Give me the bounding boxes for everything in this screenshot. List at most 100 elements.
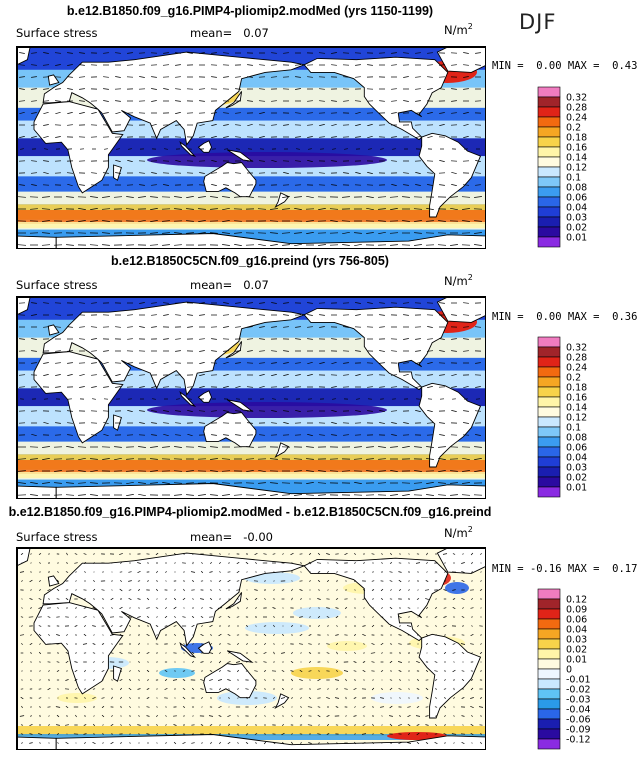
stress-vector <box>327 688 329 690</box>
stress-vector <box>331 123 337 127</box>
stress-vector <box>403 373 409 377</box>
stress-vector <box>259 385 265 389</box>
stress-vector <box>353 724 357 726</box>
stress-vector <box>271 410 277 412</box>
stress-vector <box>30 494 38 496</box>
stress-vector <box>255 625 257 627</box>
stress-vector <box>380 688 384 690</box>
stress-vector <box>39 562 41 564</box>
stress-vector <box>78 76 86 78</box>
stress-vector <box>246 580 248 582</box>
stress-vector <box>414 446 422 448</box>
stress-vector <box>331 160 337 162</box>
stress-vector <box>408 589 410 591</box>
stress-vector <box>416 679 420 681</box>
stress-vector <box>380 148 384 150</box>
stress-vector <box>259 350 265 352</box>
stress-vector <box>299 562 303 564</box>
panel-3-max-value: 0.17 <box>612 563 638 575</box>
stress-vector <box>331 410 337 412</box>
stress-vector <box>19 386 25 388</box>
stress-vector <box>147 661 149 663</box>
stress-vector <box>246 661 248 663</box>
stress-vector <box>74 562 78 564</box>
stress-vector <box>74 669 78 673</box>
stress-vector <box>79 184 85 186</box>
stress-vector <box>263 741 267 745</box>
colorbar-swatch <box>537 216 561 228</box>
stress-vector <box>103 433 109 437</box>
stress-vector <box>283 124 289 126</box>
stress-vector <box>425 715 429 717</box>
stress-vector <box>192 598 194 600</box>
stress-vector <box>295 112 301 114</box>
stress-vector <box>363 607 365 609</box>
panel-3-field-label: Surface stress <box>16 530 98 544</box>
land-borneo <box>197 641 212 654</box>
stress-vector <box>44 148 48 150</box>
stress-vector <box>175 124 181 126</box>
stress-vector <box>30 652 32 654</box>
stress-vector <box>74 553 78 555</box>
stress-vector <box>356 398 360 400</box>
stress-vector <box>425 633 429 637</box>
stress-vector <box>407 723 411 727</box>
stress-vector <box>424 589 430 591</box>
stress-vector <box>342 244 350 246</box>
stress-vector <box>390 244 398 246</box>
stress-vector <box>317 616 321 618</box>
stress-vector <box>111 607 113 609</box>
stress-vector <box>439 112 445 114</box>
stress-vector <box>137 670 141 672</box>
stress-vector <box>380 697 384 699</box>
stress-vector <box>91 172 97 174</box>
stress-vector <box>391 88 397 90</box>
stress-vector <box>479 553 483 555</box>
stress-vector <box>39 589 41 591</box>
stress-vector <box>270 232 278 234</box>
stress-vector <box>199 314 205 316</box>
stress-vector <box>29 579 33 583</box>
stress-vector <box>19 715 25 717</box>
stress-vector <box>192 687 194 691</box>
stress-vector <box>439 124 445 126</box>
stress-vector <box>258 100 266 102</box>
stress-vector <box>270 494 278 496</box>
stress-vector <box>146 607 150 609</box>
stress-vector <box>209 571 213 573</box>
stress-vector <box>218 643 222 645</box>
stress-vector <box>227 670 231 672</box>
colorbar-swatch <box>537 456 561 468</box>
stress-vector <box>399 697 401 699</box>
stress-vector <box>307 314 313 316</box>
stress-vector <box>345 643 347 645</box>
land-africa <box>33 101 124 194</box>
stress-vector <box>317 580 321 582</box>
stress-vector <box>137 724 141 726</box>
stress-vector <box>308 742 312 744</box>
stress-vector <box>173 732 177 736</box>
stress-vector <box>236 570 240 574</box>
stress-vector <box>452 652 456 654</box>
stress-vector <box>75 652 77 654</box>
stress-vector <box>366 458 374 460</box>
stress-vector <box>90 469 98 473</box>
colorbar-swatch <box>537 86 561 98</box>
stress-vector <box>452 697 456 699</box>
stress-vector <box>294 243 302 247</box>
colorbar-tick-label: -0.01 <box>566 675 591 686</box>
stress-vector <box>155 580 159 582</box>
stress-vector <box>211 52 217 54</box>
panel-1-mean-label: mean= <box>190 26 233 40</box>
stress-vector <box>79 112 85 114</box>
stress-vector <box>155 552 159 556</box>
stress-vector <box>326 553 330 555</box>
colorbar-swatch <box>537 698 561 710</box>
stress-vector <box>102 742 104 744</box>
stress-vector <box>66 196 74 198</box>
stress-vector <box>355 172 361 174</box>
stress-vector <box>175 76 181 78</box>
stress-vector <box>300 706 302 708</box>
land-borneo <box>197 390 212 403</box>
colorbar-swatch <box>537 396 561 408</box>
